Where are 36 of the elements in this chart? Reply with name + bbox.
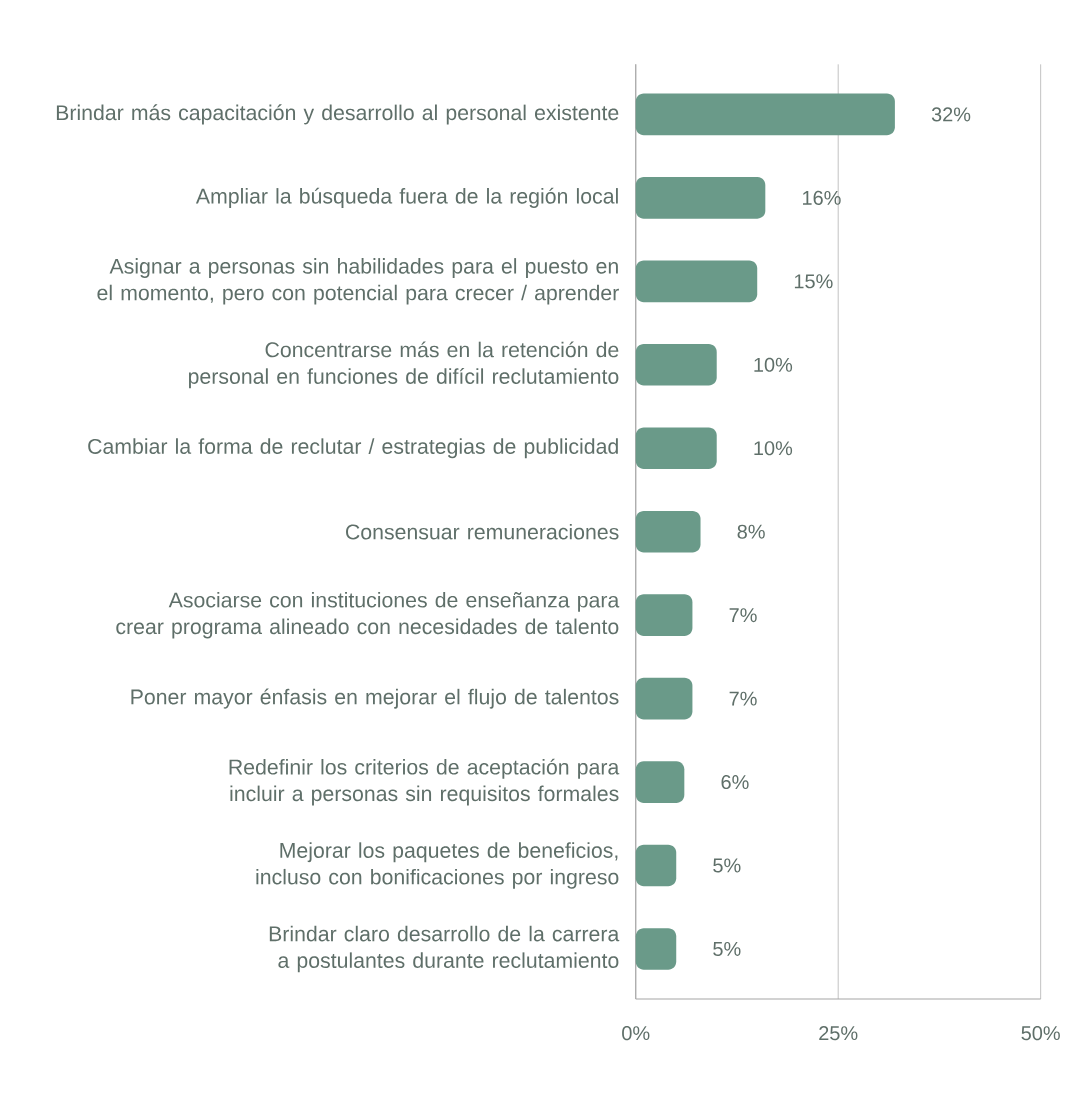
y-tick-label: Brindar más capacitación y desarrollo al personal existente <box>56 104 619 125</box>
bar <box>635 677 693 720</box>
data-label: 16% <box>803 190 841 205</box>
y-tick-label: Asociarse con instituciones de enseñanza para crear programa alineado con necesidades de talento <box>116 591 620 639</box>
data-label: 5% <box>713 858 741 873</box>
bar <box>635 594 693 636</box>
y-tick-label: Mejorar los paquetes de beneficios, incluso con bonificaciones por ingreso <box>256 842 619 889</box>
bar <box>635 260 758 303</box>
y-tick-label: Redefinir los criterios de aceptación para incluir a personas sin requisitos formales <box>229 758 620 806</box>
data-label: 8% <box>737 524 765 539</box>
x-tick-label: 0% <box>622 1026 650 1041</box>
data-label: 7% <box>729 608 757 623</box>
x-tick-label: 25% <box>819 1026 858 1041</box>
y-tick-label: Brindar claro desarrollo de la carrera a postulantes durante reclutamiento <box>269 925 620 973</box>
y-tick-label: Concentrarse más en la retención de personal en funciones de difícil reclutamiento <box>189 341 619 389</box>
x-tick-label: 50% <box>1021 1026 1060 1041</box>
data-label: 5% <box>713 941 741 956</box>
y-tick-label: Ampliar la búsqueda fuera de la región local <box>195 187 618 208</box>
data-label: 32% <box>931 107 971 122</box>
data-label: 7% <box>729 691 757 706</box>
bar <box>635 343 717 386</box>
bar <box>635 928 677 970</box>
y-tick-label: Cambiar la forma de reclutar / estrategias de publicidad <box>88 438 618 459</box>
bar <box>635 177 766 219</box>
bar <box>635 761 685 803</box>
data-label: 10% <box>754 441 793 456</box>
bar <box>635 510 701 553</box>
data-label: 6% <box>721 775 749 790</box>
data-label: 10% <box>754 357 793 372</box>
y-tick-label: Poner mayor énfasis en mejorar el flujo de talentos <box>131 688 619 709</box>
bar <box>635 427 717 470</box>
data-label: 15% <box>794 274 833 289</box>
bar <box>635 844 677 887</box>
y-tick-label: Asignar a personas sin habilidades para el puesto en el momento, pero con potencial para crecer / aprender <box>97 258 619 305</box>
bar <box>635 93 895 136</box>
y-tick-label: Consensuar remuneraciones <box>346 523 619 540</box>
